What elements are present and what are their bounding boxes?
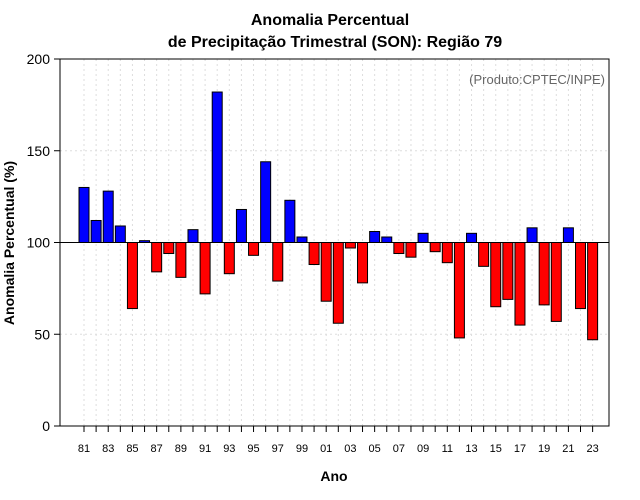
x-tick-label-91: 91 (199, 443, 211, 455)
x-tick-label-99: 99 (296, 443, 308, 455)
y-tick-label-100: 100 (27, 235, 51, 251)
bar-2013 (466, 232, 478, 243)
x-tick-label-01: 01 (320, 443, 332, 455)
bar-1998 (284, 199, 296, 243)
bar-2015 (490, 242, 502, 308)
bar-1996 (260, 161, 272, 243)
y-axis: 0 50 100 150 200 (27, 51, 60, 434)
bar-1982 (90, 219, 102, 243)
bar-2004 (357, 242, 369, 284)
bar-2006 (381, 236, 393, 243)
bar-2002 (332, 242, 344, 324)
bar-2009 (417, 232, 429, 243)
bar-1997 (272, 242, 284, 282)
bar-1994 (235, 208, 247, 243)
grid-lines (60, 58, 609, 427)
bar-2018 (526, 227, 538, 244)
bar-1991 (199, 242, 211, 295)
y-tick-label-0: 0 (42, 418, 50, 434)
bar-1995 (248, 242, 260, 256)
x-tick-label-03: 03 (344, 443, 356, 455)
bar-2000 (308, 242, 320, 266)
bar-2008 (405, 242, 417, 258)
bar-1990 (187, 229, 199, 243)
chart-subtitle: de Precipitação Trimestral (SON): Região… (168, 34, 502, 51)
bar-2011 (441, 242, 453, 264)
bar-1981 (78, 186, 90, 243)
x-tick-label-07: 07 (393, 443, 405, 455)
bar-1993 (223, 242, 235, 275)
bar-2017 (514, 242, 526, 326)
y-tick-label-50: 50 (34, 326, 50, 342)
x-tick-label-83: 83 (102, 443, 114, 455)
bar-2012 (453, 242, 465, 339)
x-tick-label-93: 93 (223, 443, 235, 455)
bar-1984 (114, 225, 126, 243)
bar-1983 (102, 190, 114, 243)
bar-2019 (538, 242, 550, 306)
bar-1988 (163, 242, 175, 255)
x-tick-label-05: 05 (369, 443, 381, 455)
chart-title: Anomalia Percentual (251, 12, 409, 29)
bars-group (78, 91, 599, 341)
bar-2001 (320, 242, 332, 302)
bar-1987 (151, 242, 163, 273)
y-tick-label-150: 150 (27, 143, 51, 159)
credit-label: (Produto:CPTEC/INPE) (469, 72, 605, 87)
x-tick-label-95: 95 (247, 443, 259, 455)
x-axis-title: Ano (320, 468, 347, 484)
x-tick-label-11: 11 (442, 443, 453, 455)
bar-1999 (296, 236, 308, 243)
bar-2005 (369, 230, 381, 244)
bar-2020 (550, 242, 562, 322)
x-tick-label-15: 15 (490, 443, 502, 455)
bar-2021 (562, 227, 574, 244)
bar-2003 (344, 242, 356, 249)
x-tick-label-23: 23 (586, 443, 598, 455)
x-tick-label-19: 19 (538, 443, 550, 455)
bar-2023 (587, 242, 599, 341)
x-tick-label-21: 21 (562, 443, 574, 455)
bar-2014 (478, 242, 490, 267)
x-tick-label-09: 09 (417, 443, 429, 455)
x-tick-label-81: 81 (78, 443, 90, 455)
y-axis-title: Anomalia Percentual (%) (1, 161, 17, 325)
bar-2022 (575, 242, 587, 310)
x-tick-label-85: 85 (126, 443, 138, 455)
bar-2007 (393, 242, 405, 255)
x-tick-label-97: 97 (272, 443, 284, 455)
x-tick-label-87: 87 (151, 443, 163, 455)
bar-1992 (211, 91, 223, 243)
bar-2016 (502, 242, 514, 300)
x-axis: 81 83 85 87 89 91 93 95 97 99 01 03 05 07 09 11 13 15 17 19… (78, 426, 599, 455)
bar-1989 (175, 242, 187, 278)
x-tick-label-17: 17 (514, 443, 526, 455)
y-tick-label-200: 200 (27, 51, 51, 67)
x-tick-label-13: 13 (465, 443, 477, 455)
bar-2010 (429, 242, 441, 253)
x-tick-label-89: 89 (175, 443, 187, 455)
bar-1985 (126, 242, 138, 310)
